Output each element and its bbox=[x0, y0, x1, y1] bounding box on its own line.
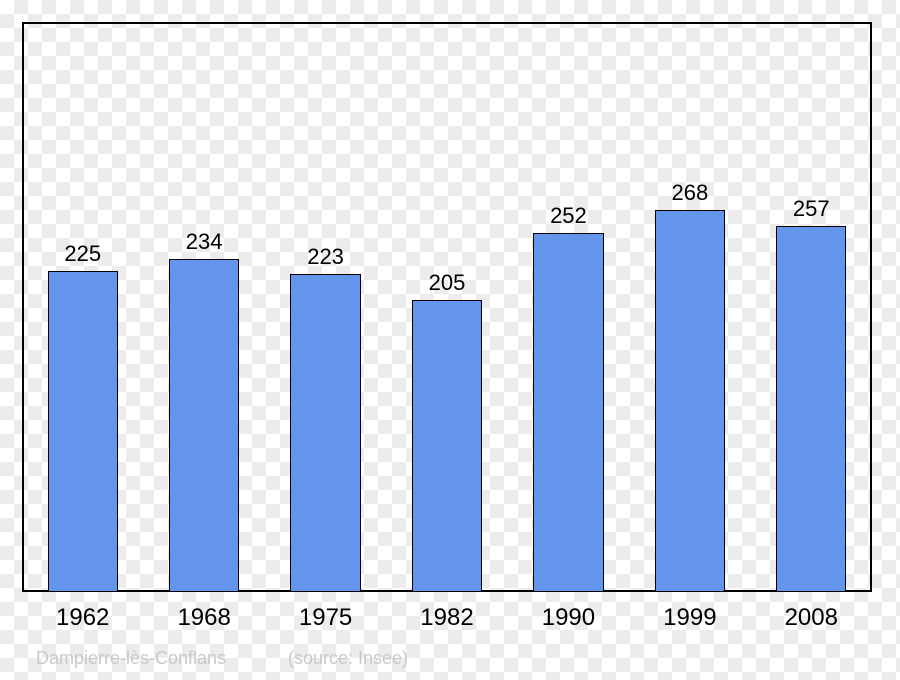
footer-source-text: (source: Insee) bbox=[288, 648, 408, 669]
bar-value-label: 205 bbox=[429, 270, 466, 296]
bar bbox=[412, 300, 482, 592]
bar bbox=[48, 271, 118, 592]
bar bbox=[169, 259, 239, 592]
x-axis-label: 1990 bbox=[542, 604, 595, 632]
bar-value-label: 268 bbox=[671, 180, 708, 206]
footer-location-text: Dampierre-lès-Conflans bbox=[36, 648, 226, 669]
bar-value-label: 234 bbox=[186, 229, 223, 255]
x-axis-label: 1968 bbox=[177, 604, 230, 632]
chart-canvas: 225 234 223 205 252 268 257 1962 1968 1975 1982 19… bbox=[0, 0, 900, 680]
bar-value-label: 252 bbox=[550, 203, 587, 229]
x-axis-label: 2008 bbox=[785, 604, 838, 632]
bar bbox=[655, 210, 725, 592]
x-axis-label: 1975 bbox=[299, 604, 352, 632]
x-axis-label: 1999 bbox=[663, 604, 716, 632]
bar-value-label: 223 bbox=[307, 244, 344, 270]
bar-value-label: 225 bbox=[64, 241, 101, 267]
x-axis-label: 1982 bbox=[420, 604, 473, 632]
bar bbox=[776, 226, 846, 592]
bar bbox=[533, 233, 603, 592]
x-axis-label: 1962 bbox=[56, 604, 109, 632]
bar bbox=[290, 274, 360, 592]
bar-value-label: 257 bbox=[793, 196, 830, 222]
